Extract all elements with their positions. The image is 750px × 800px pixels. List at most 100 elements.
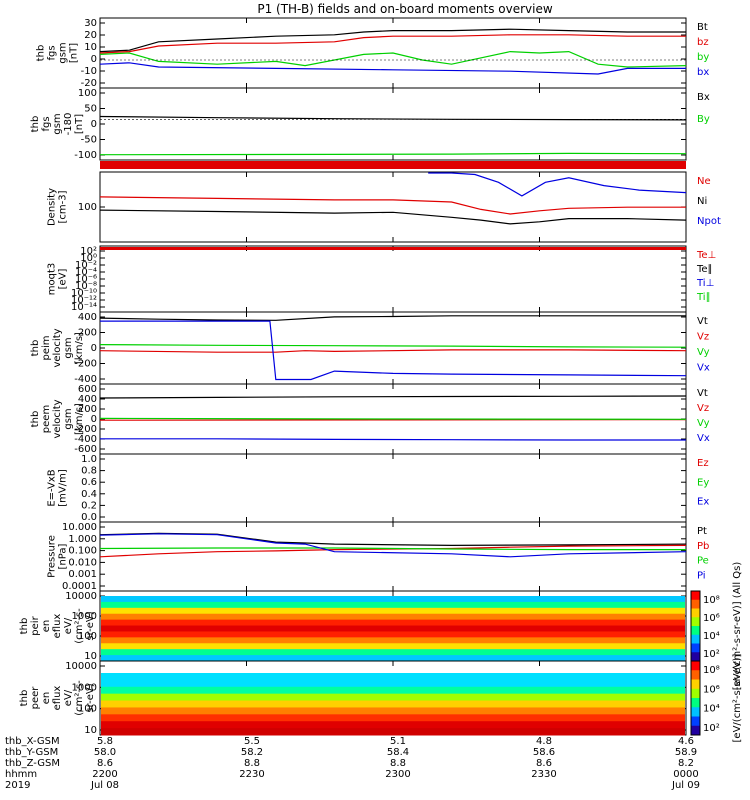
y-axis-label: (cm²-s- [74,608,85,644]
spectrogram-band [101,686,685,695]
spectrogram-band [101,613,685,621]
colorbar-segment [691,725,700,736]
spectrogram-band [101,693,685,702]
panel-frame [99,453,687,523]
footer-value: 2330 [531,769,556,780]
footer-value: 8.6 [536,758,552,769]
y-tick-label: 10⁻⁸ [75,281,97,292]
colorbar-tick: 10² [703,649,720,660]
legend-item: Ez [697,458,709,469]
y-tick-label: 10⁻¹⁰ [71,288,97,299]
y-tick-label: 10⁻⁶ [75,274,97,285]
legend-item: Bt [697,22,708,33]
y-axis-label: thb [36,45,47,62]
y-axis-label: eV/ [63,617,74,634]
panel-peim-velocity: 400 200 0 -200 -400 thb peim velocity gsm [km/s] V… [30,311,710,385]
spectrogram-band [101,679,685,688]
y-axis-label: [mV/m] [58,469,69,507]
panel-frame [99,521,687,592]
legend-item: Pi [697,570,706,581]
legend-item: Ti∥ [696,292,711,303]
footer-value: 5.1 [390,736,406,747]
footer-value: 8.8 [244,758,260,769]
colorbar-segment [691,716,700,727]
colorbar-tick: 10⁶ [703,613,720,624]
colorbar-tick: 10⁴ [703,704,720,715]
colorbar-tick: 10⁴ [703,631,720,642]
y-tick-label: 0 [91,343,97,354]
colorbar-label: [eV/(cm²-s-sr-eV)] (All Qs) [732,562,743,691]
y-axis-label: fgs [47,45,58,60]
legend-item: bz [697,37,709,48]
y-tick-label: 0.010 [68,557,97,568]
y-tick-label: 0 [91,119,97,130]
footer-value: 58.9 [675,747,697,758]
y-tick-label: 10000 [65,661,97,672]
y-tick-label: 10⁻⁴ [75,267,97,278]
footer-value: 8.8 [390,758,406,769]
legend-item: Vy [697,347,710,358]
legend-item: Te∥ [696,264,713,275]
y-axis-label: thb [30,340,41,357]
series-vz [99,349,687,353]
y-tick-label: 50 [84,104,97,115]
legend-item: Ex [697,497,709,508]
y-tick-label: -50 [81,135,97,146]
series-by [99,152,687,156]
legend-item: Pt [697,526,707,537]
y-axis-label: thb [19,618,30,635]
y-tick-label: 10⁻² [75,260,97,271]
y-tick-label: 100 [78,631,97,642]
legend-item: Vz [697,403,709,414]
series-by [99,50,687,68]
series-vt [99,395,687,399]
y-tick-label: 1000 [72,682,97,693]
colorbar-tick: 10⁶ [703,684,720,695]
colorbar-segment [691,591,700,601]
y-axis-label: (cm²-s- [74,680,85,716]
footer-value: Jul 09 [671,780,700,791]
figure-title: P1 (TH-B) fields and on-board moments ov… [257,2,553,16]
series-vx [100,438,686,441]
colorbar-frame [690,660,701,736]
footer-row-label: hhmm [5,769,37,780]
y-tick-label: 10 [84,651,97,662]
spectrogram-band [101,700,685,708]
y-axis-label: thb [30,116,41,133]
footer-value: 5.8 [97,736,113,747]
y-axis-label: peer [30,686,41,710]
spectrogram-band [101,637,685,644]
y-axis-label: [eV] [58,269,69,290]
y-tick-label: 200 [78,328,97,339]
y-tick-label: 0.4 [81,489,97,500]
footer-value: 8.2 [678,758,694,769]
panel-peir-eflux: 10000 1000 100 10 thb peir en eflux eV/(cm²-s-sr… [19,562,743,691]
footer-value: 58.4 [387,747,409,758]
series-vy [99,417,687,420]
y-axis-label: en [41,620,52,633]
y-axis-label: eflux [52,686,63,711]
y-axis-label: -180 [63,113,74,136]
y-tick-label: 10² [80,246,97,257]
y-axis-label: eV/ [63,689,74,706]
spectrogram-band [101,728,685,736]
series-ni [99,209,687,225]
spectrogram-band [101,607,685,615]
colorbar-segment [691,626,700,636]
footer-value: 4.8 [536,736,552,747]
y-tick-label: 100 [78,704,97,715]
colorbar-tick: 10² [703,723,720,734]
series-pb [99,544,687,558]
y-axis-label: moqt3 [47,263,58,296]
footer-row-label: thb_Z-GSM [5,758,60,769]
colorbar-segment [691,643,700,653]
panel-efield: 1.00.80.60.40.20.0 E=-VxB [mV/m] Ez Ey Ex [47,453,709,523]
legend-item: Pe [697,556,709,567]
legend-item: Vx [697,433,710,444]
footer-value: 58.0 [94,747,116,758]
y-axis-label: eflux [52,614,63,639]
y-axis-label: gsm [58,42,69,63]
